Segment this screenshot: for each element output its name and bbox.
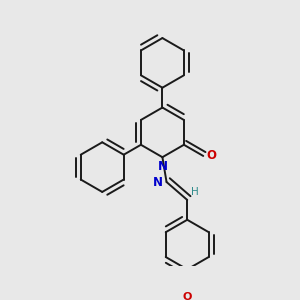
Text: N: N [158,160,167,173]
Text: O: O [182,292,192,300]
Text: H: H [191,187,199,197]
Text: N: N [153,176,163,188]
Text: O: O [207,149,217,162]
